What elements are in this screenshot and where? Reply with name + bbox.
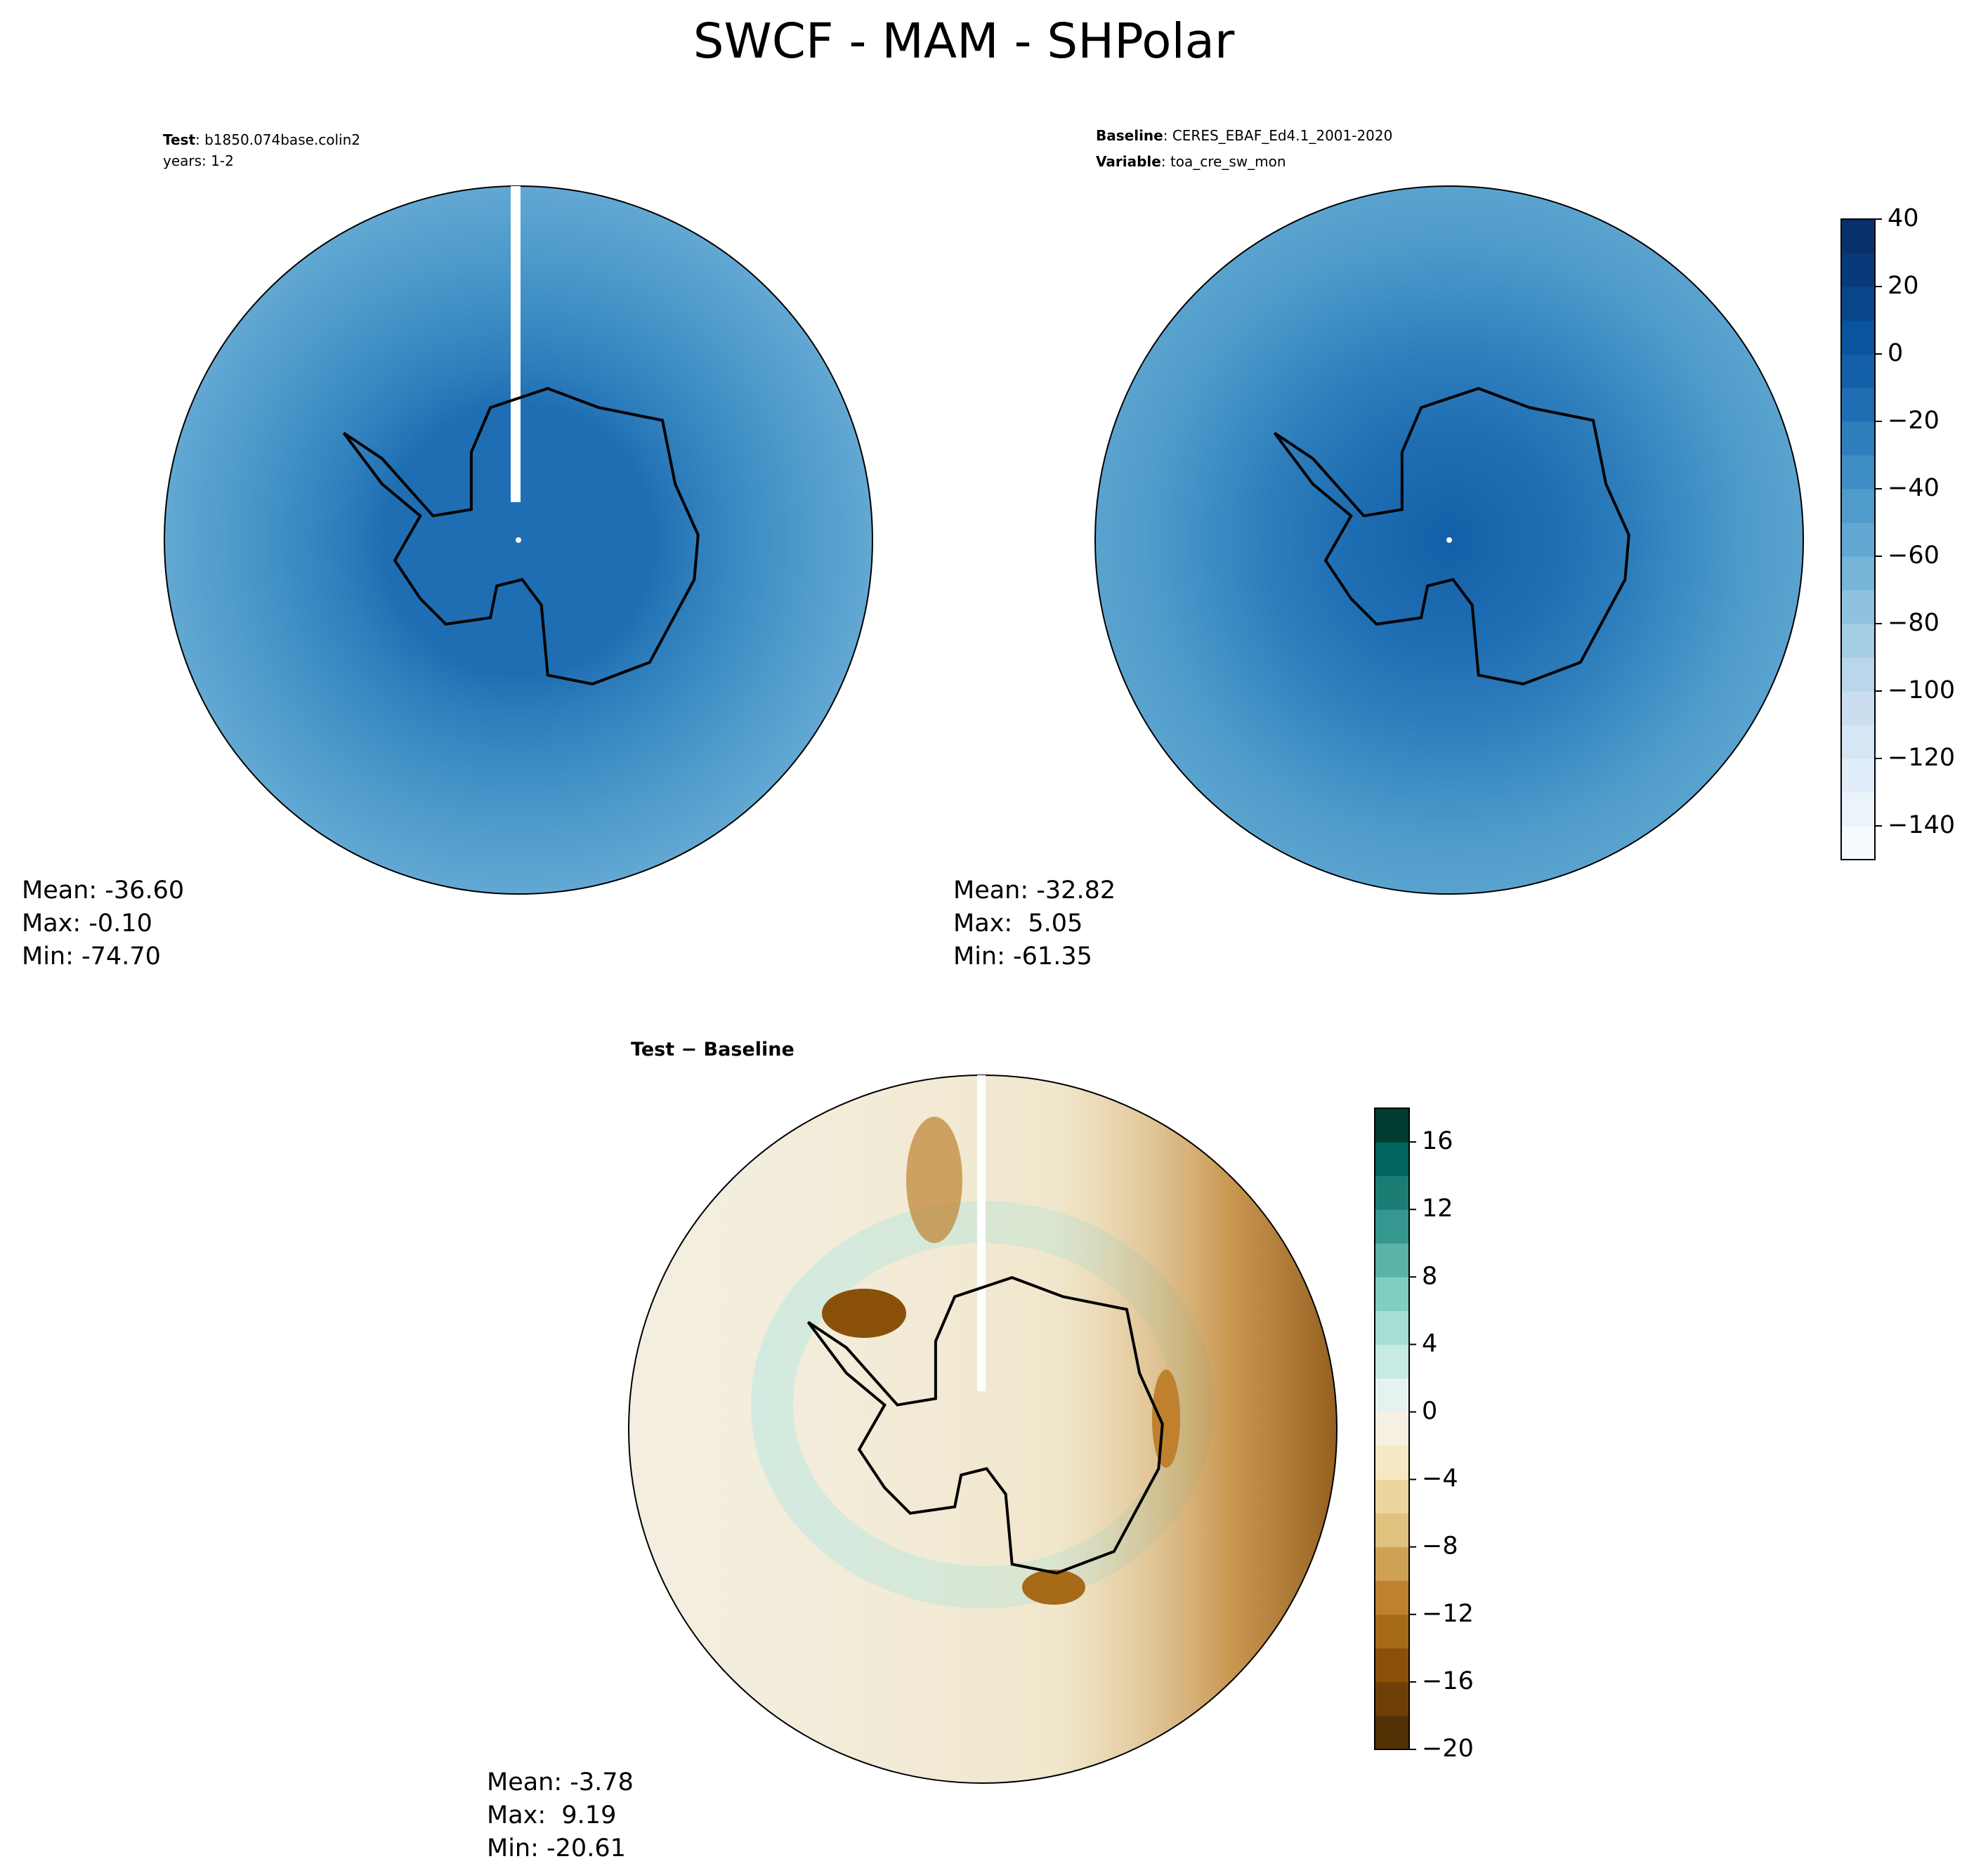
colorbar-band bbox=[1375, 1243, 1409, 1277]
colorbar-band bbox=[1375, 1513, 1409, 1548]
colorbar-band bbox=[1841, 691, 1875, 725]
colorbar-band bbox=[1375, 1445, 1409, 1480]
header: Baseline: CERES_EBAF_Ed4.1_2001-2020 bbox=[1096, 127, 1392, 144]
colorbar-band bbox=[1375, 1412, 1409, 1447]
stat: Max: -0.10 bbox=[22, 909, 152, 938]
colorbar-band bbox=[1841, 590, 1875, 624]
tick-label: 20 bbox=[1888, 272, 1919, 300]
tick-label: 0 bbox=[1888, 339, 1903, 367]
header: years: 1-2 bbox=[163, 152, 234, 169]
colorbar-band bbox=[1375, 1479, 1409, 1514]
tick-label: −16 bbox=[1422, 1667, 1474, 1695]
colorbar-band bbox=[1841, 219, 1875, 254]
colorbar-band bbox=[1841, 455, 1875, 489]
stat: Min: -61.35 bbox=[953, 942, 1092, 971]
colorbar-frame bbox=[1840, 218, 1876, 860]
map-baseline bbox=[1094, 185, 1804, 895]
colorbar-band bbox=[1841, 421, 1875, 456]
colorbar-band bbox=[1841, 624, 1875, 658]
colorbar-band bbox=[1375, 1614, 1409, 1649]
stat: Max: 9.19 bbox=[487, 1801, 616, 1829]
stat: Min: -74.70 bbox=[22, 942, 161, 971]
header: Test − Baseline bbox=[631, 1039, 794, 1060]
colorbar-band bbox=[1841, 320, 1875, 355]
colorbar-band bbox=[1375, 1310, 1409, 1345]
colorbar-band bbox=[1841, 287, 1875, 321]
colorbar-band bbox=[1375, 1715, 1409, 1750]
colorbar-band bbox=[1841, 388, 1875, 422]
tick-label: 8 bbox=[1422, 1262, 1437, 1290]
tick-label: −8 bbox=[1422, 1532, 1458, 1560]
tick-label: −140 bbox=[1888, 811, 1955, 839]
tick-label: 0 bbox=[1422, 1397, 1437, 1425]
colorbar-band bbox=[1841, 354, 1875, 388]
tick-label: 40 bbox=[1888, 204, 1919, 232]
colorbar-band bbox=[1375, 1108, 1409, 1143]
tick-label: −20 bbox=[1888, 407, 1940, 435]
tick-label: −120 bbox=[1888, 744, 1955, 772]
colorbar-band bbox=[1841, 556, 1875, 591]
stat: Mean: -36.60 bbox=[22, 876, 184, 905]
colorbar-band bbox=[1375, 1378, 1409, 1412]
tick-label: 12 bbox=[1422, 1195, 1453, 1223]
colorbar-band bbox=[1841, 657, 1875, 692]
colorbar-band bbox=[1841, 489, 1875, 523]
header: Test: b1850.074base.colin2 bbox=[163, 131, 360, 148]
colorbar-band bbox=[1375, 1142, 1409, 1176]
colorbar-band bbox=[1375, 1277, 1409, 1311]
colorbar-band bbox=[1841, 523, 1875, 557]
colorbar-band bbox=[1841, 758, 1875, 793]
map-difference bbox=[628, 1074, 1338, 1784]
map-test bbox=[164, 185, 873, 895]
colorbar-band bbox=[1375, 1681, 1409, 1716]
tick-label: −20 bbox=[1422, 1735, 1474, 1763]
tick-label: 4 bbox=[1422, 1329, 1437, 1358]
stat: Min: -20.61 bbox=[487, 1834, 626, 1862]
colorbar-frame bbox=[1374, 1108, 1410, 1750]
colorbar-band bbox=[1375, 1344, 1409, 1379]
header: Variable: toa_cre_sw_mon bbox=[1096, 153, 1286, 170]
colorbar-band bbox=[1375, 1176, 1409, 1210]
tick-label: 16 bbox=[1422, 1127, 1453, 1155]
colorbar-band bbox=[1375, 1580, 1409, 1615]
tick-label: −100 bbox=[1888, 676, 1955, 704]
colorbar-band bbox=[1375, 1648, 1409, 1683]
tick-label: −40 bbox=[1888, 474, 1940, 502]
stat: Max: 5.05 bbox=[953, 909, 1083, 938]
tick-label: −80 bbox=[1888, 609, 1940, 637]
colorbar-band bbox=[1375, 1546, 1409, 1582]
colorbar-band bbox=[1841, 792, 1875, 827]
colorbar-band bbox=[1841, 826, 1875, 860]
tick-label: −12 bbox=[1422, 1600, 1474, 1628]
figure-title: SWCF - MAM - SHPolar bbox=[693, 13, 1235, 70]
tick-label: −60 bbox=[1888, 541, 1940, 570]
colorbar-band bbox=[1375, 1209, 1409, 1244]
colorbar-band bbox=[1841, 725, 1875, 759]
stat: Mean: -3.78 bbox=[487, 1768, 634, 1796]
colorbar-band bbox=[1841, 253, 1875, 287]
tick-label: −4 bbox=[1422, 1465, 1458, 1493]
stat: Mean: -32.82 bbox=[953, 876, 1116, 905]
